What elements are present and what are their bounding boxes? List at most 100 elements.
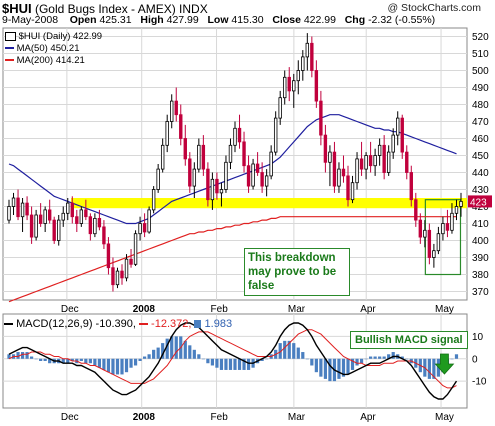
candle-body [350, 182, 355, 201]
candle-body [160, 144, 165, 170]
macd-hist-bar [265, 358, 269, 360]
candle-body [391, 134, 395, 153]
macd-hist-bar [242, 358, 246, 370]
macd-x-label: 2008 [133, 412, 156, 423]
price-tick-label: 450 [472, 151, 489, 162]
candle-body [183, 138, 187, 160]
macd-tick-label: 0 [472, 354, 478, 365]
macd-hist-bar [115, 358, 120, 375]
macd-hist-bar [341, 358, 346, 377]
macd-hist-bar [102, 358, 106, 370]
credit-label[interactable]: @ StockCharts.com [387, 2, 481, 14]
macd-hist-bar [337, 358, 341, 379]
macd-hist-bar [378, 356, 382, 359]
candle-body [102, 226, 106, 245]
candle-body [25, 202, 29, 216]
candle-body [237, 127, 242, 143]
price-tick-label: 480 [472, 100, 489, 111]
candle-body [409, 172, 413, 201]
candle-body [79, 209, 84, 224]
macd-hist-bar [192, 349, 196, 359]
macd-hist-bar [16, 352, 20, 359]
candle-body [138, 223, 142, 235]
macd-hist-bar [432, 358, 436, 379]
price-tick-label: 430 [472, 185, 489, 196]
macd-x-label: Mar [288, 412, 306, 423]
breakdown-annotation: This breakdown may prove to be false [244, 248, 350, 296]
macd-hist-bar [359, 358, 364, 364]
macd-hist-bar [454, 354, 459, 359]
candle-body [459, 200, 463, 207]
macd-hist-bar [387, 354, 391, 359]
ma50-line [8, 114, 457, 225]
price-x-label: Dec [61, 304, 79, 315]
candle-body [142, 223, 147, 233]
price-tick-label: 420 [472, 202, 489, 213]
macd-hist-bar [206, 358, 210, 364]
macd-hist-bar [405, 358, 409, 360]
macd-hist-bar [152, 349, 156, 359]
price-tick-label: 500 [472, 66, 489, 77]
candle-body [197, 144, 201, 170]
candle-body [319, 100, 323, 136]
candle-body [382, 144, 386, 173]
candle-body [52, 219, 56, 241]
macd-hist-bar [143, 356, 147, 359]
candle-body [11, 197, 16, 207]
close-label: Close [272, 14, 301, 26]
quote-line: 9-May-2008 Open 425.31 High 427.99 Low 4… [2, 14, 435, 26]
macd-hist-bar [48, 358, 52, 364]
candle-body [20, 202, 25, 218]
macd-hist-bar [373, 356, 377, 359]
macd-hist-bar [165, 338, 169, 359]
signal-legend-value: -12.372, [151, 318, 192, 330]
macd-x-label: Feb [211, 412, 229, 423]
candle-body [124, 258, 129, 279]
candle-body [251, 163, 255, 187]
price-tick-label: 490 [472, 83, 489, 94]
ma200-line [8, 216, 457, 303]
price-x-label: Feb [211, 304, 229, 315]
macd-hist-bar [314, 358, 318, 373]
open-label: Open [69, 14, 97, 26]
candle-body [427, 229, 432, 258]
high-label: High [140, 14, 164, 26]
macd-hist-bar [278, 343, 282, 359]
macd-hist-bar [106, 358, 111, 373]
macd-hist-bar [292, 343, 296, 359]
signal-line-legend-icon [138, 323, 148, 326]
candle-body [418, 219, 423, 238]
macd-signal-line [8, 329, 457, 389]
chg-value: -2.32 (-0.55%) [368, 14, 436, 26]
macd-hist-bar [364, 358, 368, 360]
candle-body [233, 127, 237, 146]
price-x-label: Apr [360, 304, 376, 315]
candle-body [423, 229, 427, 238]
macd-hist-bar [129, 358, 133, 368]
candle-body [84, 209, 88, 218]
macd-hist-bar [301, 352, 305, 359]
bullish-macd-annotation: Bullish MACD signal [350, 331, 468, 349]
candle-body [88, 216, 93, 235]
candle-body [314, 70, 319, 102]
macd-hist-bar [30, 356, 34, 359]
legend-ma200: MA(200) 414.21 [5, 55, 85, 66]
candle-body [310, 42, 314, 71]
candle-body [301, 56, 305, 71]
price-tick-label: 470 [472, 117, 489, 128]
candle-body [174, 100, 178, 116]
macd-hist-bar [25, 352, 29, 359]
macd-hist-bar [161, 343, 165, 359]
candle-body [364, 155, 368, 170]
macd-hist-bar [427, 358, 431, 379]
macd-hist-bar [450, 358, 454, 360]
macd-hist-bar [224, 358, 228, 370]
macd-hist-bar [310, 358, 314, 366]
candle-body [156, 168, 160, 190]
macd-hist-bar [283, 340, 287, 359]
macd-hist-bar [305, 358, 309, 360]
macd-hist-bar [237, 358, 242, 370]
candle-body [43, 209, 47, 224]
candle-body [332, 151, 337, 187]
